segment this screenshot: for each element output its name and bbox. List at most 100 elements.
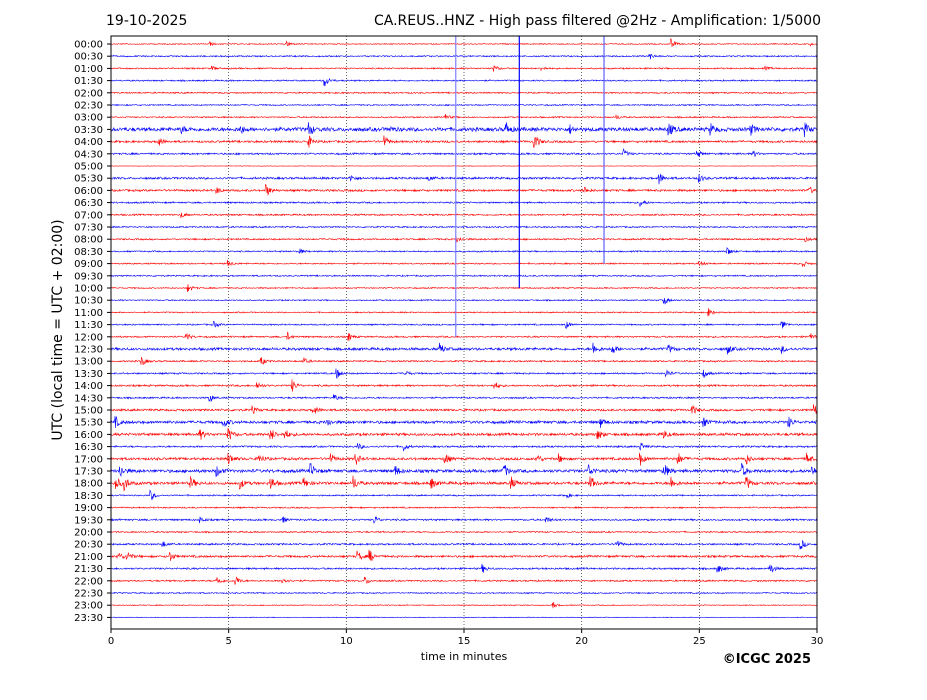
trace-1830 (110, 489, 818, 501)
y-tick-label: 12:00 (74, 332, 103, 343)
x-tick-label: 15 (458, 636, 471, 647)
artifact-lines (455, 36, 605, 337)
trace-1900 (110, 506, 818, 510)
trace-0100 (110, 65, 818, 72)
trace-1430 (110, 394, 818, 403)
date-label: 19-10-2025 (106, 13, 187, 29)
trace-0430 (110, 148, 818, 158)
trace-2130 (110, 563, 818, 573)
y-tick-label: 03:30 (74, 125, 103, 136)
trace-1700 (110, 452, 818, 466)
copyright-label: ©ICGC 2025 (723, 652, 811, 667)
y-tick-label: 13:30 (74, 369, 103, 380)
y-tick-label: 01:00 (74, 64, 103, 75)
grid-lines (228, 36, 700, 629)
trace-1730 (110, 462, 818, 478)
y-tick-label: 11:30 (74, 320, 103, 331)
trace-1530 (110, 415, 818, 429)
y-tick-label: 04:30 (74, 149, 103, 160)
trace-1200 (110, 331, 818, 341)
y-tick-label: 21:30 (74, 564, 103, 575)
y-tick-label: 14:30 (74, 393, 103, 404)
y-tick-label: 03:00 (74, 113, 103, 124)
y-tick-label: 22:30 (74, 589, 103, 600)
y-tick-label: 08:00 (74, 235, 103, 246)
trace-0300 (110, 114, 818, 120)
y-tick-label: 17:30 (74, 467, 103, 478)
trace-0000 (110, 38, 818, 47)
trace-1800 (110, 475, 818, 492)
y-tick-label: 18:30 (74, 491, 103, 502)
x-tick-label: 30 (811, 636, 824, 647)
trace-1230 (110, 342, 818, 355)
trace-2330 (110, 616, 818, 619)
y-tick-label: 07:00 (74, 210, 103, 221)
trace-0830 (110, 247, 818, 255)
x-tick-label: 20 (575, 636, 588, 647)
y-tick-label: 21:00 (74, 552, 103, 563)
trace-0600 (110, 184, 818, 196)
trace-0730 (110, 225, 818, 229)
y-tick-label: 11:00 (74, 308, 103, 319)
x-tick-label: 5 (225, 636, 231, 647)
trace-1630 (110, 442, 818, 452)
y-tick-label: 17:00 (74, 454, 103, 465)
y-tick-label: 18:00 (74, 479, 103, 490)
y-tick-label: 00:30 (74, 52, 103, 63)
trace-1330 (110, 368, 818, 379)
trace-1100 (110, 308, 818, 317)
y-tick-label: 22:00 (74, 576, 103, 587)
y-tick-label: 02:00 (74, 88, 103, 99)
y-tick-label: 09:00 (74, 259, 103, 270)
trace-0030 (110, 53, 818, 60)
trace-1300 (110, 356, 818, 365)
y-tick-label: 14:00 (74, 381, 103, 392)
y-tick-label: 19:00 (74, 503, 103, 514)
y-tick-label: 09:30 (74, 271, 103, 282)
y-tick-label: 15:30 (74, 418, 103, 429)
trace-0500 (110, 165, 818, 167)
y-tick-label: 23:30 (74, 613, 103, 624)
trace-0400 (110, 135, 818, 149)
x-axis-label: time in minutes (421, 650, 508, 663)
trace-0530 (110, 173, 818, 185)
trace-0900 (110, 259, 818, 268)
y-tick-label: 06:30 (74, 198, 103, 209)
trace-0800 (110, 236, 818, 243)
trace-0330 (110, 122, 818, 138)
y-axis-label: UTC (local time = UTC + 02:00) (50, 219, 66, 440)
trace-2000 (110, 530, 818, 534)
y-tick-label: 01:30 (74, 76, 103, 87)
x-tick-label: 0 (108, 636, 114, 647)
y-tick-label: 00:00 (74, 40, 103, 51)
trace-1130 (110, 320, 818, 329)
y-tick-label: 08:30 (74, 247, 103, 258)
trace-0230 (110, 103, 818, 107)
trace-1030 (110, 297, 818, 305)
trace-2300 (110, 602, 818, 609)
trace-0130 (110, 77, 818, 87)
trace-2100 (110, 549, 818, 562)
trace-0200 (110, 91, 818, 95)
y-tick-label: 20:30 (74, 540, 103, 551)
y-tick-label: 15:00 (74, 406, 103, 417)
chart-title: CA.REUS..HNZ - High pass filtered @2Hz -… (374, 13, 821, 29)
trace-2230 (110, 591, 818, 595)
trace-0930 (110, 274, 818, 278)
y-tick-label: 10:30 (74, 296, 103, 307)
x-tick-label: 25 (693, 636, 706, 647)
y-tick-label: 12:30 (74, 345, 103, 356)
trace-0700 (110, 212, 818, 219)
y-tick-label: 05:00 (74, 162, 103, 173)
y-tick-label: 04:00 (74, 137, 103, 148)
y-tick-label: 13:00 (74, 357, 103, 368)
y-tick-label: 20:00 (74, 528, 103, 539)
x-tick-label: 10 (340, 636, 353, 647)
trace-1930 (110, 516, 818, 524)
y-tick-label: 07:30 (74, 223, 103, 234)
trace-0630 (110, 200, 818, 207)
trace-1600 (110, 427, 818, 440)
